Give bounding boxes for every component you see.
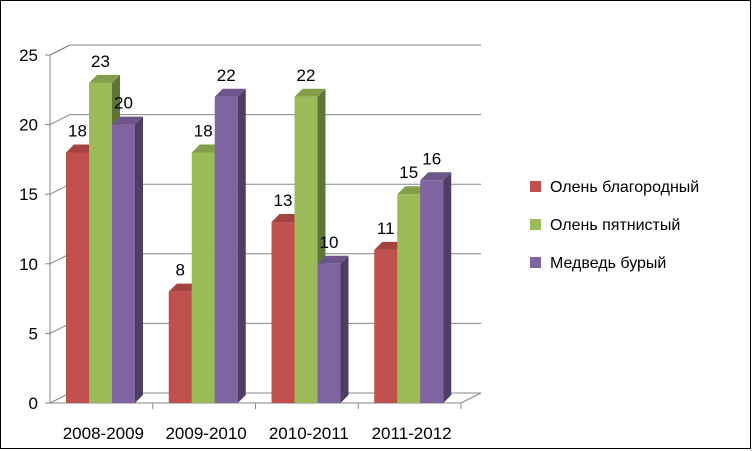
- bar-front: [66, 152, 89, 403]
- y-tick-label: 0: [29, 394, 38, 413]
- bar-side: [340, 255, 349, 403]
- bar-side: [135, 116, 143, 403]
- bar-front: [374, 249, 398, 403]
- bar: [214, 88, 246, 403]
- y-tick-label: 5: [29, 324, 38, 343]
- bar-top: [317, 255, 349, 264]
- legend-label: Медведь бурый: [550, 255, 666, 272]
- legend-swatch: [530, 181, 541, 192]
- legend-label: Олень пятнистый: [550, 217, 680, 234]
- bar-front: [317, 263, 341, 403]
- bar-top: [420, 172, 452, 181]
- x-category-label: 2009-2010: [165, 424, 246, 443]
- data-label: 13: [274, 191, 293, 210]
- bar-top: [294, 88, 326, 97]
- bar-side: [237, 88, 246, 403]
- bar-front: [294, 96, 318, 403]
- y-tick-label: 25: [19, 46, 38, 65]
- bar: [420, 172, 452, 403]
- y-tick-label: 20: [19, 116, 38, 135]
- bar-front: [271, 222, 295, 403]
- bar-front: [89, 82, 112, 403]
- bar-side: [443, 172, 452, 403]
- legend-label: Олень благородный: [550, 179, 699, 196]
- gridline-side: [49, 44, 71, 56]
- bar-top: [112, 116, 143, 125]
- bar-front: [112, 124, 135, 403]
- bars-layer: [66, 74, 452, 403]
- gridline-side: [49, 114, 71, 126]
- data-label: 20: [114, 94, 133, 113]
- data-label: 16: [422, 149, 441, 168]
- bar-front: [420, 180, 444, 403]
- legend: Олень благородный Олень пятнистый Медведь …: [530, 179, 699, 272]
- x-category-label: 2010-2011: [269, 424, 349, 443]
- data-label: 11: [377, 219, 395, 238]
- bar-front: [168, 291, 192, 403]
- legend-swatch: [530, 257, 541, 268]
- y-tick-label: 10: [19, 255, 38, 274]
- bar-top: [89, 74, 120, 83]
- data-label: 22: [217, 66, 236, 85]
- bar-top: [214, 88, 246, 97]
- data-label: 8: [176, 261, 185, 280]
- data-label: 23: [91, 52, 110, 71]
- x-category-label: 2011-2012: [372, 424, 452, 443]
- data-label: 18: [194, 121, 213, 140]
- data-label: 18: [68, 121, 87, 140]
- bar-front: [397, 194, 421, 403]
- bar-front: [214, 96, 238, 403]
- x-category-label: 2008-2009: [63, 424, 144, 443]
- data-label: 15: [399, 163, 418, 182]
- data-label: 10: [320, 233, 339, 252]
- data-label: 22: [297, 66, 316, 85]
- legend-swatch: [530, 219, 541, 230]
- y-tick-label: 15: [19, 185, 38, 204]
- bar: [112, 116, 143, 403]
- bar-front: [191, 152, 215, 403]
- bar: [317, 255, 349, 403]
